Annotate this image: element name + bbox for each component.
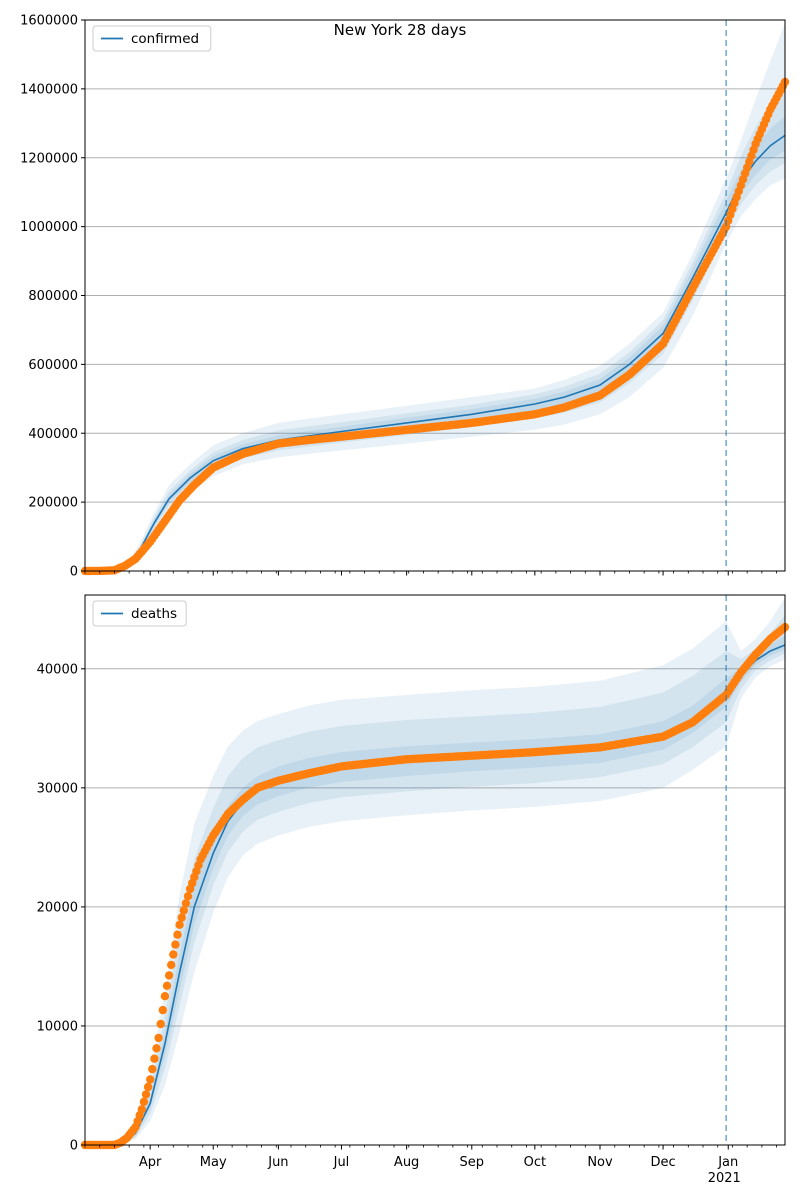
x-tick-label: Aug — [394, 1155, 419, 1170]
y-tick-label: 600000 — [28, 358, 78, 373]
x-tick-label: Apr — [139, 1155, 162, 1170]
observed-point — [177, 913, 186, 922]
x-tick-label: Dec — [650, 1155, 675, 1170]
observed-point — [181, 899, 191, 908]
y-tick-label: 800000 — [28, 289, 78, 304]
y-tick-label: 1000000 — [20, 220, 78, 235]
y-tick-label: 30000 — [37, 781, 78, 796]
legend: confirmed — [92, 25, 212, 52]
observed-point — [148, 1064, 157, 1074]
legend: deaths — [92, 600, 187, 627]
x-year-label: 2021 — [708, 1171, 741, 1186]
y-tick-label: 0 — [70, 1139, 78, 1154]
observed-point — [164, 971, 174, 980]
axes-frame — [84, 594, 786, 1146]
legend-label: confirmed — [131, 31, 199, 47]
observed-point — [169, 950, 178, 959]
legend-label: deaths — [131, 606, 177, 622]
confidence-band-1 — [85, 23, 785, 571]
observed-point — [183, 892, 193, 901]
observed-point — [154, 1033, 163, 1043]
observed-point — [146, 1075, 155, 1084]
x-tick-label: Oct — [524, 1155, 546, 1170]
observed-point — [158, 1005, 167, 1015]
x-tick-label: Jan — [717, 1155, 738, 1170]
figure-title: New York 28 days — [333, 21, 467, 39]
y-tick-label: 1200000 — [20, 151, 78, 166]
observed-point — [141, 1090, 151, 1099]
x-tick-label: Jul — [333, 1155, 350, 1170]
panel-2: 0 10000 20000 30000 40000 Apr May Jun Jul Aug Sep O… — [37, 594, 790, 1186]
observed-point — [152, 1044, 161, 1053]
y-tick-label: 40000 — [37, 662, 78, 677]
y-tick-label: 200000 — [28, 496, 78, 511]
y-tick-label: 10000 — [37, 1019, 78, 1034]
observed-point — [173, 930, 182, 939]
observed-point — [171, 940, 180, 949]
model-line-confirmed — [84, 134, 786, 572]
observed-point — [179, 906, 188, 915]
observed-point — [175, 920, 184, 929]
confidence-band-1 — [85, 597, 785, 1145]
observed-point — [143, 1082, 153, 1092]
y-tick-label: 1400000 — [20, 82, 78, 97]
y-tick-label: 20000 — [37, 900, 78, 915]
observed-point — [167, 960, 176, 970]
x-tick-label: Jun — [267, 1155, 288, 1170]
observed-point — [150, 1054, 159, 1063]
y-tick-label: 0 — [70, 565, 78, 580]
observed-point — [160, 992, 170, 1001]
legend-box — [92, 600, 187, 627]
x-tick-label: May — [200, 1155, 227, 1170]
panel-1: 0 200000 400000 600000 800000 1000000 1200000 1… — [20, 14, 790, 580]
confidence-band-3 — [85, 116, 785, 572]
x-tick-label: Sep — [460, 1155, 485, 1170]
y-tick-label: 1600000 — [20, 14, 78, 29]
observed-point — [137, 1105, 146, 1114]
observed-point — [156, 1019, 165, 1029]
x-tick-label: Nov — [587, 1155, 613, 1170]
observed-points — [80, 622, 790, 1150]
y-tick-label: 400000 — [28, 427, 78, 442]
observed-point — [139, 1097, 149, 1107]
observed-point — [162, 981, 172, 990]
legend-box — [92, 25, 212, 52]
